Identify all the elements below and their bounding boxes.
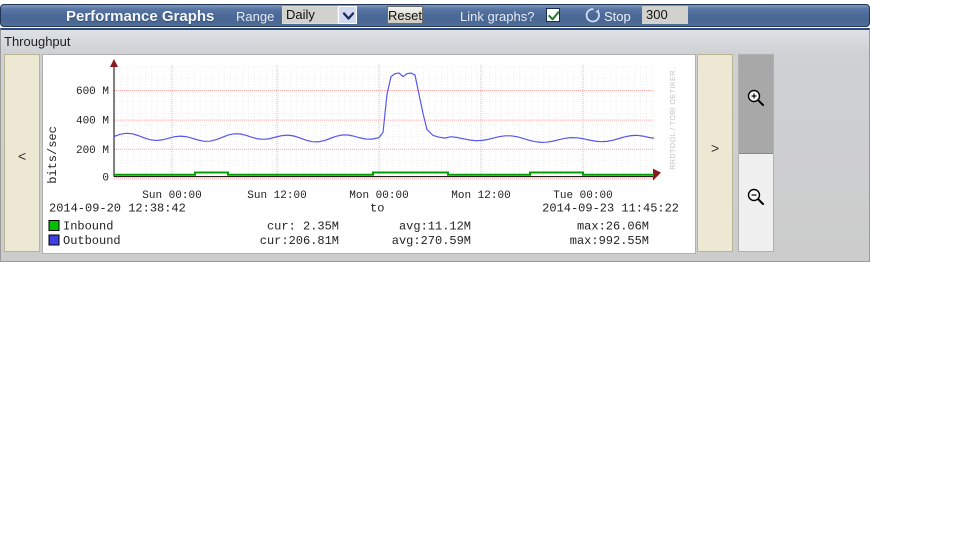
svg-text:Outbound: Outbound — [63, 234, 121, 248]
svg-text:Mon 12:00: Mon 12:00 — [451, 190, 510, 202]
svg-text:Sun 00:00: Sun 00:00 — [142, 190, 201, 202]
svg-text:Inbound: Inbound — [63, 220, 113, 234]
svg-text:cur: 2.35M: cur: 2.35M — [267, 220, 339, 234]
svg-text:max:992.55M: max:992.55M — [570, 234, 649, 248]
svg-text:RRDTOOL / TOBI OETIKER: RRDTOOL / TOBI OETIKER — [668, 70, 677, 170]
svg-text:max:26.06M: max:26.06M — [577, 220, 649, 234]
svg-text:Mon 00:00: Mon 00:00 — [349, 190, 408, 202]
svg-text:avg:270.59M: avg:270.59M — [392, 234, 471, 248]
svg-text:200 M: 200 M — [76, 145, 109, 157]
svg-text:2014-09-20 12:38:42: 2014-09-20 12:38:42 — [49, 202, 186, 216]
svg-text:2014-09-23 11:45:22: 2014-09-23 11:45:22 — [542, 202, 679, 216]
svg-text:cur:206.81M: cur:206.81M — [260, 234, 339, 248]
svg-text:Tue 00:00: Tue 00:00 — [553, 190, 612, 202]
svg-text:0: 0 — [102, 172, 109, 184]
svg-text:to: to — [370, 202, 384, 216]
svg-text:bits/sec: bits/sec — [46, 126, 60, 184]
svg-text:400 M: 400 M — [76, 116, 109, 128]
svg-text:Sun 12:00: Sun 12:00 — [247, 190, 306, 202]
svg-text:600 M: 600 M — [76, 86, 109, 98]
svg-text:avg:11.12M: avg:11.12M — [399, 220, 471, 234]
